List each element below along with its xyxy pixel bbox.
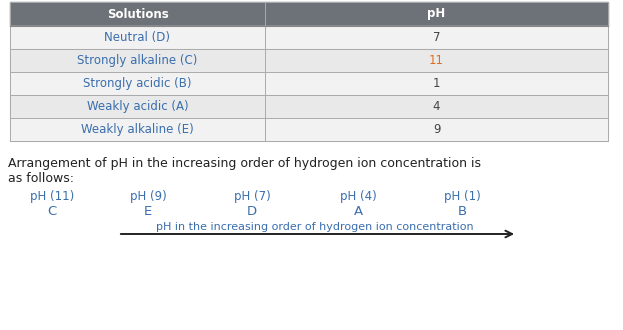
- Text: pH (11): pH (11): [30, 190, 74, 203]
- Text: pH (7): pH (7): [234, 190, 270, 203]
- Text: C: C: [47, 205, 57, 218]
- Text: Weakly acidic (A): Weakly acidic (A): [87, 100, 188, 113]
- Bar: [265, 26, 608, 49]
- Text: pH (1): pH (1): [444, 190, 480, 203]
- Text: Strongly alkaline (C): Strongly alkaline (C): [77, 54, 197, 67]
- Text: pH in the increasing order of hydrogen ion concentration: pH in the increasing order of hydrogen i…: [156, 222, 474, 232]
- Bar: [10, 2, 608, 141]
- Text: B: B: [457, 205, 467, 218]
- Bar: [10, 49, 265, 72]
- Text: E: E: [144, 205, 152, 218]
- Text: Arrangement of pH in the increasing order of hydrogen ion concentration is: Arrangement of pH in the increasing orde…: [8, 157, 481, 170]
- Text: 4: 4: [433, 100, 440, 113]
- Text: pH (9): pH (9): [130, 190, 166, 203]
- Text: Solutions: Solutions: [107, 8, 168, 20]
- Bar: [10, 72, 265, 95]
- Bar: [265, 72, 608, 95]
- Text: Strongly acidic (B): Strongly acidic (B): [83, 77, 192, 90]
- Text: Neutral (D): Neutral (D): [105, 31, 171, 44]
- Text: 9: 9: [433, 123, 440, 136]
- Bar: [10, 26, 265, 49]
- Bar: [265, 49, 608, 72]
- Text: D: D: [247, 205, 257, 218]
- Text: A: A: [353, 205, 363, 218]
- Bar: [10, 95, 265, 118]
- Text: pH (4): pH (4): [340, 190, 376, 203]
- Bar: [10, 2, 608, 26]
- Text: pH: pH: [427, 8, 445, 20]
- Text: 7: 7: [433, 31, 440, 44]
- Bar: [265, 118, 608, 141]
- Bar: [265, 95, 608, 118]
- Text: 11: 11: [429, 54, 444, 67]
- Bar: [10, 118, 265, 141]
- Text: Weakly alkaline (E): Weakly alkaline (E): [81, 123, 194, 136]
- Text: 1: 1: [433, 77, 440, 90]
- Text: as follows:: as follows:: [8, 172, 74, 185]
